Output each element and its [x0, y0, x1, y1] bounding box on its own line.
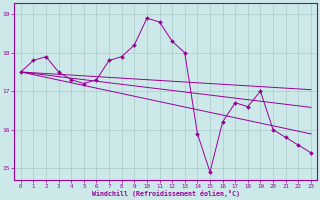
- X-axis label: Windchill (Refroidissement éolien,°C): Windchill (Refroidissement éolien,°C): [92, 190, 240, 197]
